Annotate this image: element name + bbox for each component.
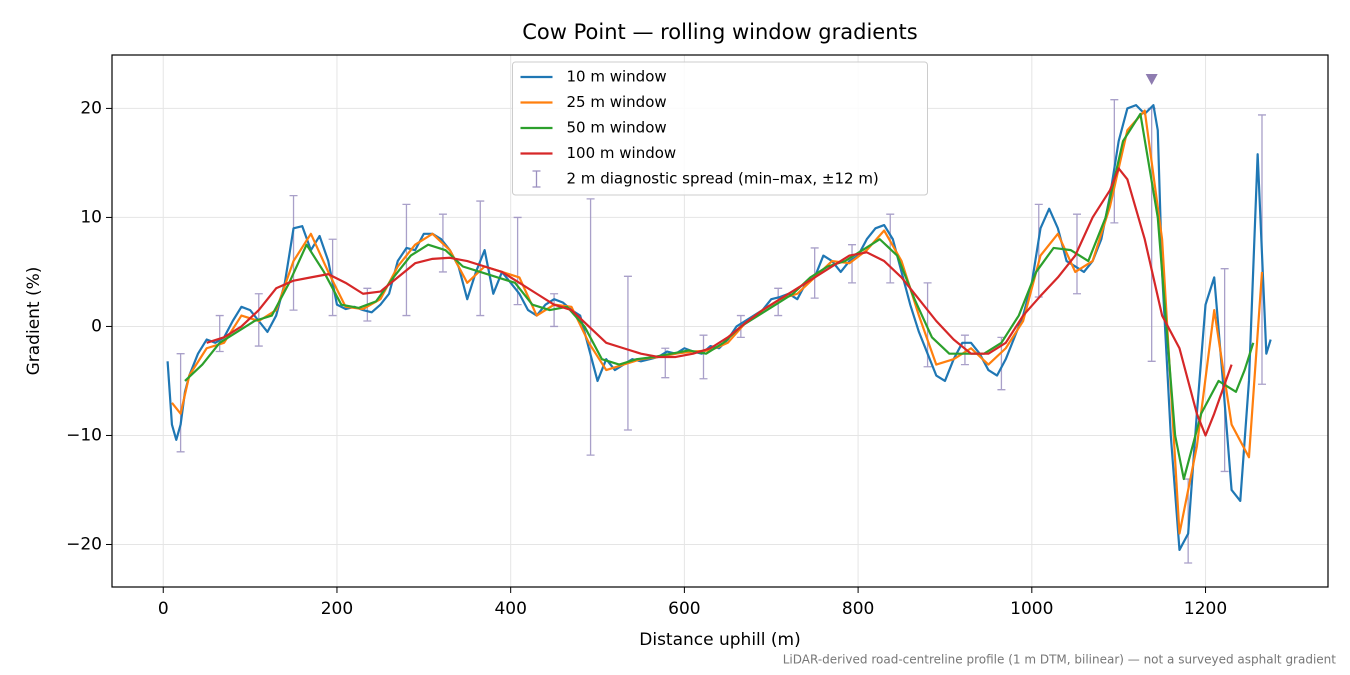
x-tick-label: 1000: [1010, 599, 1053, 619]
series-line: [206, 167, 1233, 437]
y-tick-label: 0: [91, 316, 102, 336]
error-bar: [289, 194, 298, 311]
error-bar: [176, 353, 185, 453]
clip-marker: [1145, 73, 1158, 85]
x-tick-label: 1200: [1184, 599, 1227, 619]
legend-box: [512, 61, 928, 196]
error-bar: [810, 247, 819, 299]
legend-label: 50 m window: [567, 119, 667, 137]
x-tick-label: 200: [321, 599, 353, 619]
chart-title: Cow Point — rolling window gradients: [522, 20, 917, 44]
error-bar: [699, 334, 708, 380]
x-tick-label: 600: [668, 599, 700, 619]
error-bar: [1220, 268, 1229, 473]
legend-label: 25 m window: [567, 93, 667, 111]
x-tick-label: 800: [842, 599, 874, 619]
legend-label: 10 m window: [567, 68, 667, 86]
y-tick-label: 20: [80, 98, 102, 118]
footnote: LiDAR-derived road-centreline profile (1…: [783, 653, 1337, 667]
x-tick-label: 400: [494, 599, 526, 619]
y-axis-label: Gradient (%): [24, 267, 44, 376]
legend-label: 2 m diagnostic spread (min–max, ±12 m): [567, 170, 879, 188]
error-bar: [1110, 99, 1119, 224]
error-bar: [848, 244, 857, 284]
x-tick-label: 0: [158, 599, 169, 619]
y-tick-label: 10: [80, 207, 102, 227]
y-tick-label: −20: [66, 534, 102, 554]
y-tick-label: −10: [66, 425, 102, 445]
error-bar: [215, 314, 224, 353]
legend-swatch: [532, 170, 541, 188]
legend-label: 100 m window: [567, 144, 677, 162]
error-bar: [623, 275, 632, 431]
plot-frame: [111, 54, 1329, 588]
x-axis-label: Distance uphill (m): [639, 630, 800, 650]
